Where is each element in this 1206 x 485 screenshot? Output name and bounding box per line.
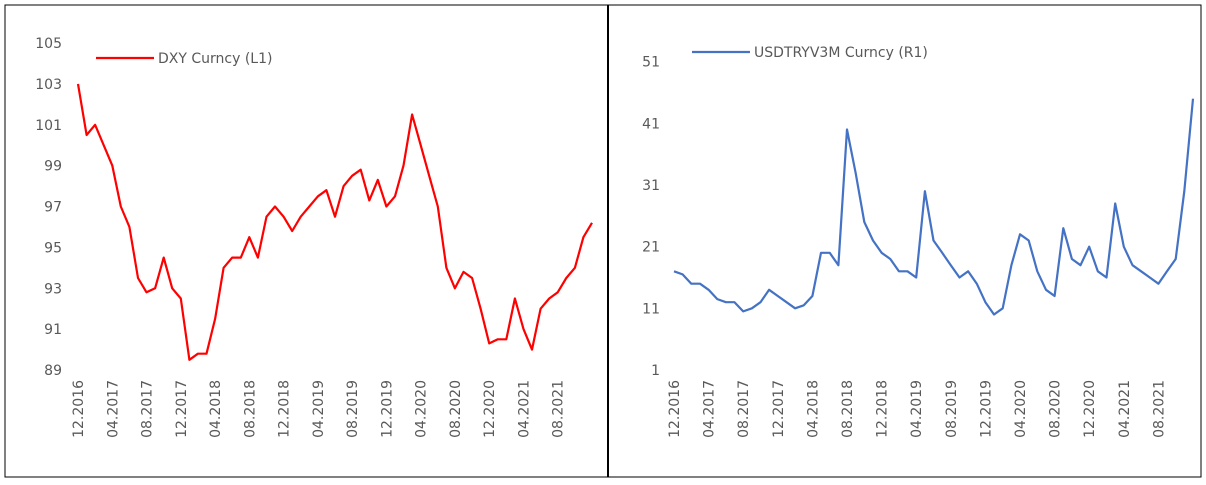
y-tick-label: 91 bbox=[44, 322, 62, 338]
x-tick-label: 12.2019 bbox=[978, 380, 994, 438]
x-tick-label: 08.2017 bbox=[736, 380, 752, 438]
x-tick-label: 08.2021 bbox=[1151, 380, 1167, 438]
x-tick-label: 04.2017 bbox=[105, 380, 121, 438]
x-tick-label: 04.2019 bbox=[311, 380, 327, 438]
x-tick-label: 04.2021 bbox=[516, 380, 532, 438]
x-tick-label: 12.2020 bbox=[482, 380, 498, 438]
legend-label: DXY Curncy (L1) bbox=[158, 51, 272, 67]
y-tick-label: 21 bbox=[642, 240, 660, 256]
y-tick-label: 97 bbox=[44, 200, 62, 216]
x-tick-label: 04.2018 bbox=[805, 380, 821, 438]
x-tick-label: 12.2016 bbox=[71, 380, 87, 438]
x-tick-label: 08.2021 bbox=[551, 380, 567, 438]
x-tick-label: 12.2018 bbox=[277, 380, 293, 438]
x-tick-label: 12.2018 bbox=[875, 380, 891, 438]
x-tick-label: 08.2018 bbox=[242, 380, 258, 438]
legend-label: USDTRYV3M Curncy (R1) bbox=[754, 45, 928, 61]
x-tick-label: 08.2020 bbox=[1048, 380, 1064, 438]
x-tick-label: 08.2019 bbox=[345, 380, 361, 438]
x-tick-label: 08.2019 bbox=[944, 380, 960, 438]
y-tick-label: 101 bbox=[35, 118, 62, 134]
y-tick-label: 95 bbox=[44, 240, 62, 256]
x-tick-label: 04.2021 bbox=[1117, 380, 1133, 438]
x-tick-label: 12.2016 bbox=[667, 380, 683, 438]
x-tick-label: 08.2018 bbox=[840, 380, 856, 438]
x-tick-label: 04.2017 bbox=[702, 380, 718, 438]
x-tick-label: 12.2019 bbox=[379, 380, 395, 438]
y-tick-label: 103 bbox=[35, 77, 62, 93]
y-tick-label: 11 bbox=[642, 301, 660, 317]
x-tick-label: 04.2018 bbox=[208, 380, 224, 438]
y-tick-label: 31 bbox=[642, 178, 660, 194]
x-tick-label: 08.2017 bbox=[140, 380, 156, 438]
y-tick-label: 51 bbox=[642, 55, 660, 71]
frame bbox=[4, 4, 1202, 478]
x-tick-label: 12.2017 bbox=[174, 380, 190, 438]
y-tick-label: 93 bbox=[44, 281, 62, 297]
x-tick-label: 08.2020 bbox=[448, 380, 464, 438]
x-tick-label: 12.2020 bbox=[1082, 380, 1098, 438]
x-tick-label: 04.2020 bbox=[414, 380, 430, 438]
series-line bbox=[76, 83, 593, 361]
y-tick-label: 105 bbox=[35, 36, 62, 52]
x-tick-label: 04.2020 bbox=[1013, 380, 1029, 438]
y-tick-label: 41 bbox=[642, 116, 660, 132]
x-tick-label: 12.2017 bbox=[771, 380, 787, 438]
y-tick-label: 99 bbox=[44, 159, 62, 175]
x-tick-label: 04.2019 bbox=[909, 380, 925, 438]
series-line bbox=[673, 98, 1195, 316]
y-tick-label: 89 bbox=[44, 363, 62, 379]
y-tick-label: 1 bbox=[651, 363, 660, 379]
